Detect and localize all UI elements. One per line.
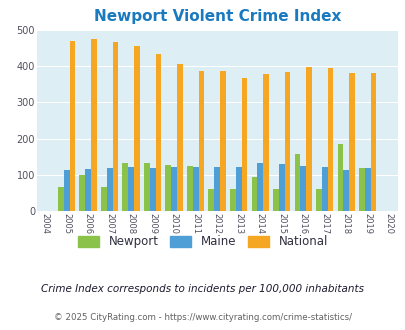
Bar <box>343 170 348 211</box>
Bar <box>112 42 118 211</box>
Bar <box>69 41 75 211</box>
Bar <box>122 163 128 211</box>
Bar <box>294 154 300 211</box>
Bar <box>272 189 278 211</box>
Bar <box>128 167 134 211</box>
Bar <box>208 189 214 211</box>
Bar <box>58 187 64 211</box>
Title: Newport Violent Crime Index: Newport Violent Crime Index <box>93 9 340 24</box>
Bar <box>262 74 268 211</box>
Bar <box>230 189 235 211</box>
Bar <box>315 189 321 211</box>
Bar <box>79 175 85 211</box>
Bar <box>192 167 198 211</box>
Bar <box>149 168 155 211</box>
Bar <box>278 164 284 211</box>
Bar <box>144 163 149 211</box>
Bar <box>358 168 364 211</box>
Bar <box>241 78 247 211</box>
Legend: Newport, Maine, National: Newport, Maine, National <box>73 231 332 253</box>
Bar <box>370 73 375 211</box>
Bar <box>364 168 370 211</box>
Bar <box>327 68 333 211</box>
Bar <box>85 169 91 211</box>
Bar <box>171 167 177 211</box>
Bar <box>235 167 241 211</box>
Bar <box>107 168 112 211</box>
Bar <box>187 166 192 211</box>
Bar <box>305 67 311 211</box>
Bar <box>300 166 305 211</box>
Bar <box>91 39 97 211</box>
Bar <box>257 163 262 211</box>
Bar <box>220 71 225 211</box>
Bar <box>165 165 171 211</box>
Bar <box>101 187 107 211</box>
Bar <box>177 64 183 211</box>
Bar <box>337 144 343 211</box>
Bar <box>198 71 204 211</box>
Bar <box>155 54 161 211</box>
Bar <box>251 177 257 211</box>
Bar <box>348 73 354 211</box>
Text: Crime Index corresponds to incidents per 100,000 inhabitants: Crime Index corresponds to incidents per… <box>41 284 364 294</box>
Bar <box>134 46 140 211</box>
Bar <box>321 167 327 211</box>
Bar <box>214 167 220 211</box>
Text: © 2025 CityRating.com - https://www.cityrating.com/crime-statistics/: © 2025 CityRating.com - https://www.city… <box>54 313 351 322</box>
Bar <box>284 72 290 211</box>
Bar <box>64 170 69 211</box>
